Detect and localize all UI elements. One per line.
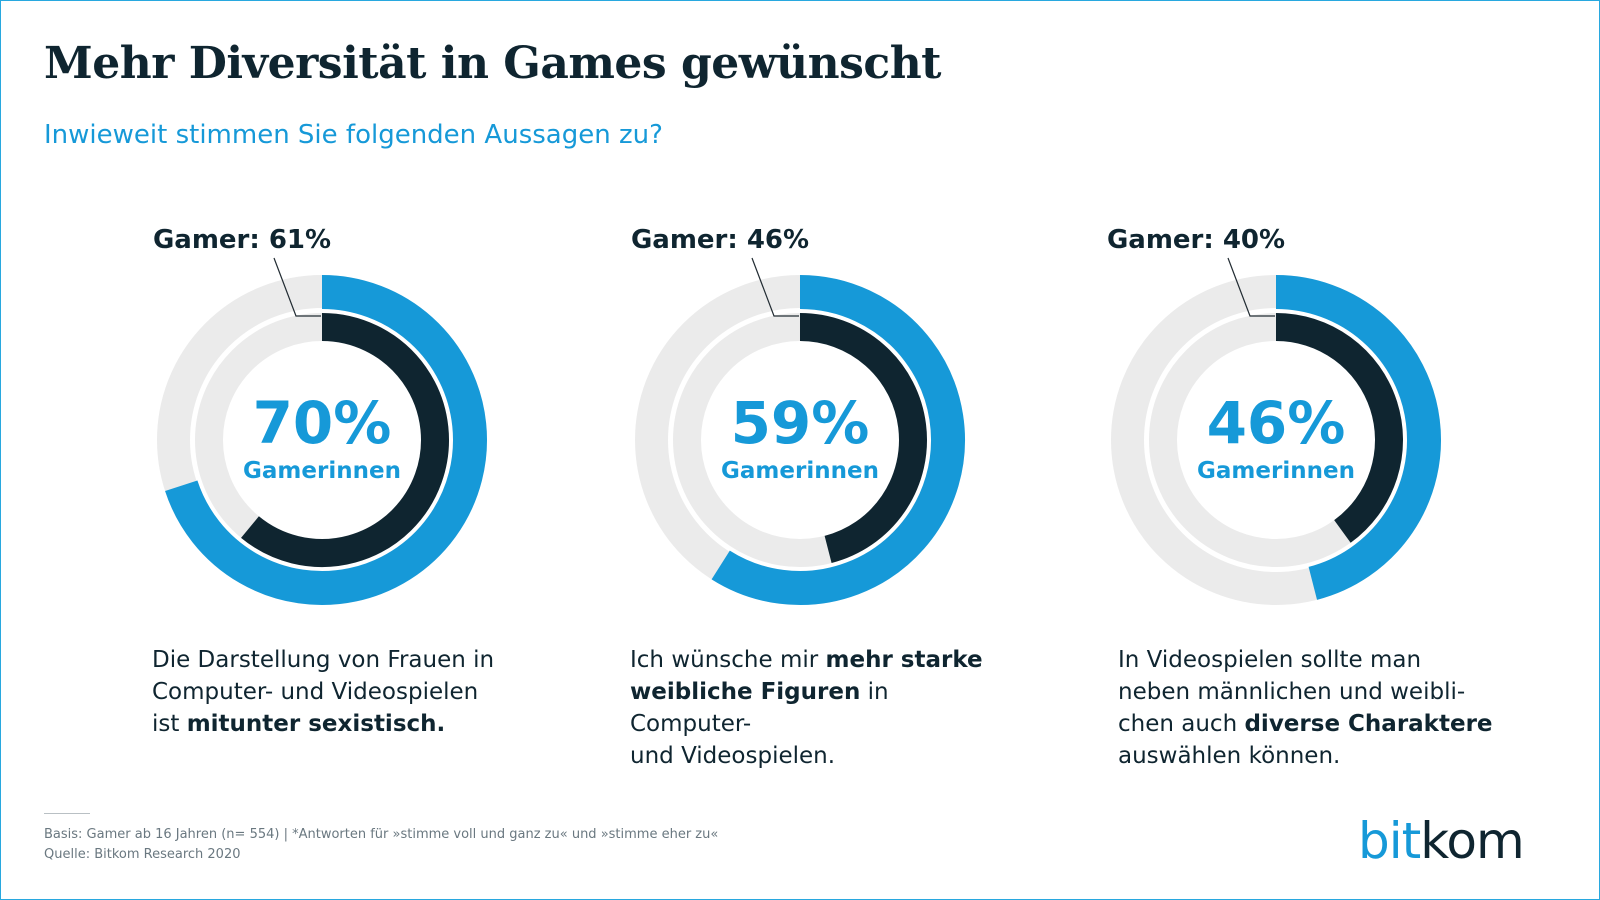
ring-separator-2 <box>668 308 932 572</box>
gamerinnen-caption-1: Gamerinnen <box>243 458 401 484</box>
statement-1-line-1: Die Darstellung von Frauen in <box>152 644 532 676</box>
statement-emphasis: mehr starke <box>825 647 983 673</box>
gamer-leader-line-2 <box>751 257 799 317</box>
gamer-arc-2 <box>799 313 927 564</box>
statement-text: ist <box>152 711 187 737</box>
statement-2-line-2: weibliche Figuren in Computer- <box>630 676 1010 740</box>
statement-text: und Videospielen. <box>630 743 836 769</box>
logo-part-2: kom <box>1420 812 1524 870</box>
footer-basis: Basis: Gamer ab 16 Jahren (n= 554) | *An… <box>44 827 719 842</box>
page-title: Mehr Diversität in Games gewünscht <box>44 38 942 89</box>
gamer-leader-line-1 <box>273 257 321 317</box>
statement-3-line-1: In Videospielen sollte man <box>1118 644 1498 676</box>
gamerinnen-arc-1 <box>165 275 487 605</box>
statement-emphasis: mitunter sexistisch. <box>186 711 446 737</box>
statement-text: chen auch <box>1118 711 1245 737</box>
gamerinnen-caption-2: Gamerinnen <box>721 458 879 484</box>
logo-part-1: bit <box>1358 812 1421 870</box>
statement-emphasis: diverse Charaktere <box>1244 711 1493 737</box>
gamer-value-label-2: Gamer: 46% <box>631 225 809 255</box>
gamer-arc-3 <box>1275 313 1403 543</box>
statement-text: Die Darstellung von Frauen in <box>152 647 495 673</box>
statement-text: in Computer- <box>630 679 889 737</box>
statement-2-line-3: und Videospielen. <box>630 740 1010 772</box>
footer-source: Quelle: Bitkom Research 2020 <box>44 847 241 862</box>
statement-text: Computer- und Videospielen <box>152 679 479 705</box>
statement-emphasis: weibliche Figuren <box>630 679 861 705</box>
gamer-leader-line-3 <box>1227 257 1275 317</box>
gamerinnen-value-3: 46% <box>1207 389 1346 457</box>
statement-text: Ich wünsche mir <box>630 647 826 673</box>
gamer-value-label-1: Gamer: 61% <box>153 225 331 255</box>
footer-divider <box>44 813 90 814</box>
gamerinnen-value-2: 59% <box>731 389 870 457</box>
gamerinnen-arc-3 <box>1275 275 1441 600</box>
gamer-arc-1 <box>241 313 449 567</box>
statement-2-line-1: Ich wünsche mir mehr starke <box>630 644 1010 676</box>
statement-3-line-3: chen auch diverse Charaktere <box>1118 708 1498 740</box>
gamerinnen-caption-3: Gamerinnen <box>1197 458 1355 484</box>
statement-3: In Videospielen sollte man neben männlich… <box>1118 644 1498 772</box>
bitkom-logo: bitkom <box>1358 812 1525 870</box>
statement-3-line-4: auswählen können. <box>1118 740 1498 772</box>
statement-1-line-3: ist mitunter sexistisch. <box>152 708 532 740</box>
statement-1: Die Darstellung von Frauen in Computer- u… <box>152 644 532 740</box>
page-subtitle: Inwieweit stimmen Sie folgenden Aussagen… <box>44 120 663 150</box>
statement-1-line-2: Computer- und Videospielen <box>152 676 532 708</box>
gamerinnen-arc-2 <box>711 275 965 605</box>
ring-separator-3 <box>1144 308 1408 572</box>
statement-text: neben männlichen und weibli- <box>1118 679 1466 705</box>
statement-2: Ich wünsche mir mehr starke weibliche Fig… <box>630 644 1010 772</box>
gamerinnen-value-1: 70% <box>253 389 392 457</box>
statement-3-line-2: neben männlichen und weibli- <box>1118 676 1498 708</box>
gamer-value-label-3: Gamer: 40% <box>1107 225 1285 255</box>
statement-text: auswählen können. <box>1118 743 1341 769</box>
statement-text: In Videospielen sollte man <box>1118 647 1422 673</box>
